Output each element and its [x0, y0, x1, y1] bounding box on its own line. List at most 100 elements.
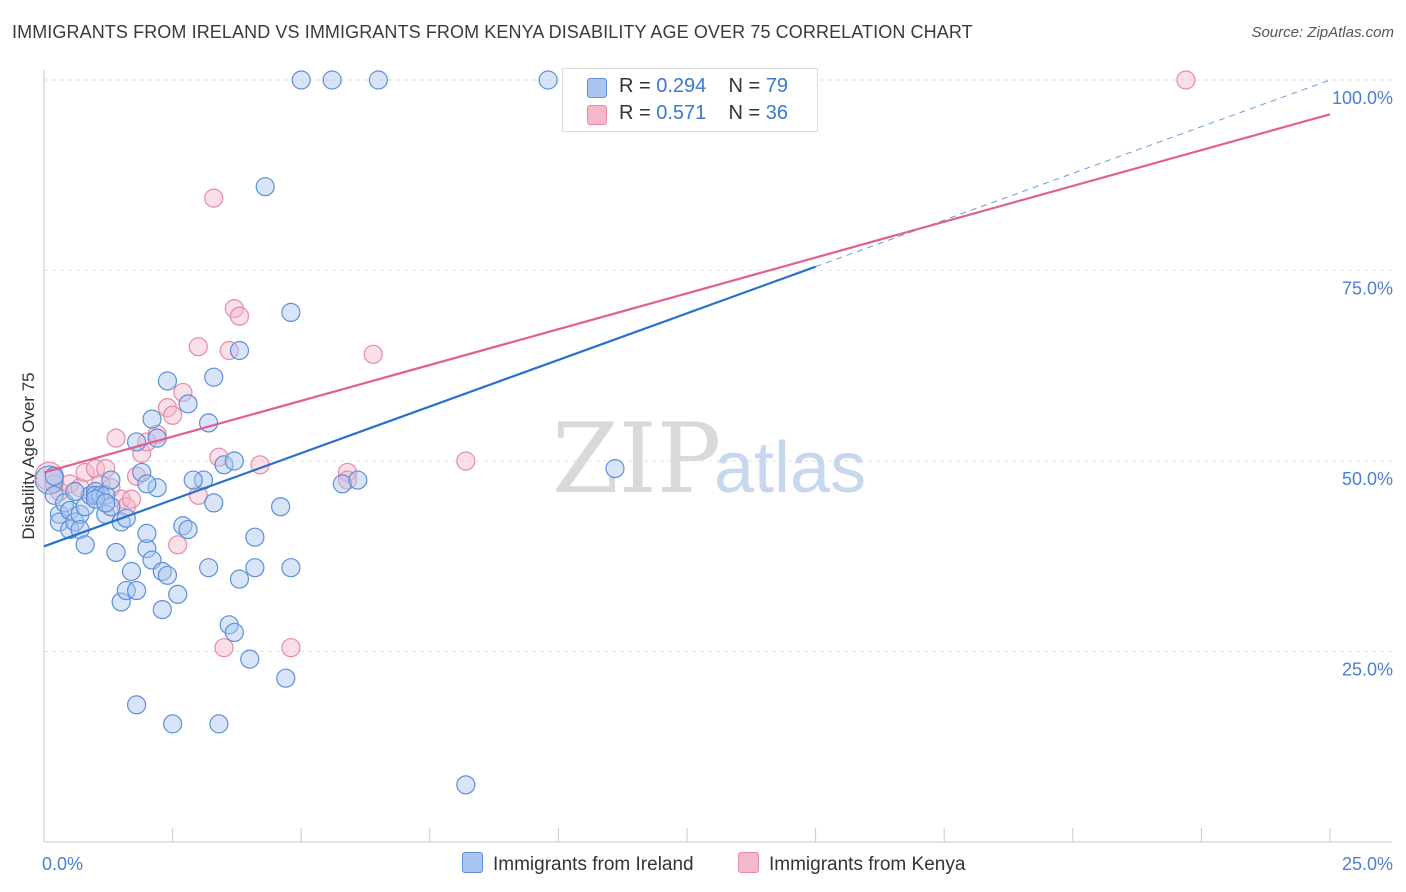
x-tick-labels: 0.0% 25.0%	[42, 854, 1393, 874]
y-axis-label: Disability Age Over 75	[19, 372, 38, 539]
kenya-point	[168, 535, 188, 555]
ireland-point	[137, 539, 157, 559]
kenya-point	[75, 462, 95, 483]
kenya-r-value: 0.571	[656, 102, 707, 124]
ireland-point	[229, 569, 250, 589]
kenya-point	[121, 489, 142, 509]
kenya-point	[1176, 70, 1196, 90]
kenya-swatch	[587, 105, 607, 125]
ireland-point	[204, 367, 224, 387]
ireland-trend-line	[43, 265, 816, 548]
ireland-point	[75, 535, 95, 555]
ireland-point	[142, 409, 162, 429]
ireland-point	[214, 455, 234, 475]
trend-lines	[43, 79, 1331, 548]
ireland-point	[49, 504, 70, 524]
ireland-point	[224, 451, 244, 471]
ireland-point	[605, 459, 625, 479]
ireland-point	[173, 516, 193, 536]
ireland-point	[65, 481, 85, 502]
kenya-n-value: 36	[765, 102, 789, 124]
ireland-point	[126, 580, 147, 601]
kenya-points	[34, 70, 1196, 658]
ireland-point	[132, 462, 152, 483]
kenya-point	[49, 481, 70, 502]
ireland-point	[126, 695, 147, 715]
ireland-point	[80, 485, 100, 505]
ireland-point	[322, 70, 342, 90]
ireland-point	[96, 493, 116, 513]
kenya-point	[363, 344, 383, 364]
y-tick-labels: 25.0% 50.0% 75.0% 100.0%	[1332, 88, 1393, 680]
ireland-point	[368, 70, 388, 90]
ireland-point	[281, 558, 301, 578]
ireland-r-value: 0.294	[656, 75, 707, 97]
ireland-point	[157, 565, 178, 585]
chart-title: IMMIGRANTS FROM IRELAND VS IMMIGRANTS FR…	[12, 22, 973, 42]
axis-layer	[43, 70, 1392, 843]
ireland-point	[44, 485, 64, 505]
ireland-point	[229, 340, 250, 361]
ireland-point	[245, 527, 265, 547]
ireland-point	[152, 599, 172, 620]
kenya-point	[219, 340, 239, 361]
kenya-point	[85, 459, 106, 479]
ireland-point	[137, 523, 157, 543]
ireland-point	[96, 485, 116, 505]
ireland-point	[291, 70, 311, 90]
ireland-point	[116, 508, 136, 528]
bottom-ireland-label: Immigrants from Ireland	[493, 854, 694, 875]
ireland-n-label: N =	[728, 75, 766, 97]
x-tick-label: 0.0%	[42, 854, 83, 874]
ireland-point	[276, 668, 296, 688]
ireland-n-value: 79	[765, 75, 789, 97]
ireland-point	[178, 519, 198, 540]
ireland-point	[255, 177, 275, 197]
kenya-point	[106, 428, 126, 448]
ireland-point	[163, 714, 183, 734]
watermark-zip: ZIP	[552, 403, 721, 515]
ireland-point	[281, 302, 301, 323]
kenya-point	[214, 638, 234, 658]
ireland-r-label: R =	[619, 75, 657, 97]
ireland-point	[101, 470, 121, 490]
y-tick-label: 50.0%	[1342, 469, 1393, 489]
kenya-point	[70, 478, 90, 498]
watermark-atlas: atlas	[714, 428, 866, 508]
source-label: Source: ZipAtlas.com	[1251, 24, 1394, 41]
ireland-point	[224, 622, 244, 643]
ireland-point	[204, 493, 224, 513]
ireland-point	[106, 542, 126, 563]
ireland-point	[271, 497, 291, 517]
kenya-point	[281, 638, 301, 658]
kenya-point	[337, 470, 358, 490]
kenya-point	[337, 462, 358, 483]
watermark: ZIP atlas	[552, 403, 866, 515]
ireland-point	[116, 580, 136, 601]
y-tick-label: 75.0%	[1342, 279, 1393, 299]
ireland-trend-extension	[815, 79, 1331, 268]
y-tick-label: 25.0%	[1342, 660, 1393, 680]
ireland-points	[34, 70, 625, 795]
kenya-point	[204, 188, 224, 208]
ireland-swatch	[587, 78, 607, 98]
ireland-point	[60, 500, 80, 521]
kenya-point	[126, 466, 147, 486]
x-tick-label: 25.0%	[1342, 854, 1393, 874]
bottom-kenya-label: Immigrants from Kenya	[769, 854, 966, 875]
ireland-point	[152, 561, 172, 582]
kenya-point	[173, 382, 193, 403]
kenya-r-label: R =	[619, 102, 657, 124]
bottom-kenya-swatch	[738, 852, 759, 873]
kenya-point	[188, 485, 208, 505]
ireland-point	[101, 497, 121, 517]
ireland-point	[348, 470, 368, 490]
kenya-n-label: N =	[728, 102, 766, 124]
ireland-point	[168, 584, 188, 604]
kenya-point	[96, 459, 116, 479]
ireland-point	[199, 558, 219, 578]
kenya-point	[229, 306, 250, 326]
bottom-legend-ireland: Immigrants from Ireland	[462, 852, 694, 876]
kenya-point	[163, 405, 183, 425]
y-tick-label: 100.0%	[1332, 88, 1393, 108]
